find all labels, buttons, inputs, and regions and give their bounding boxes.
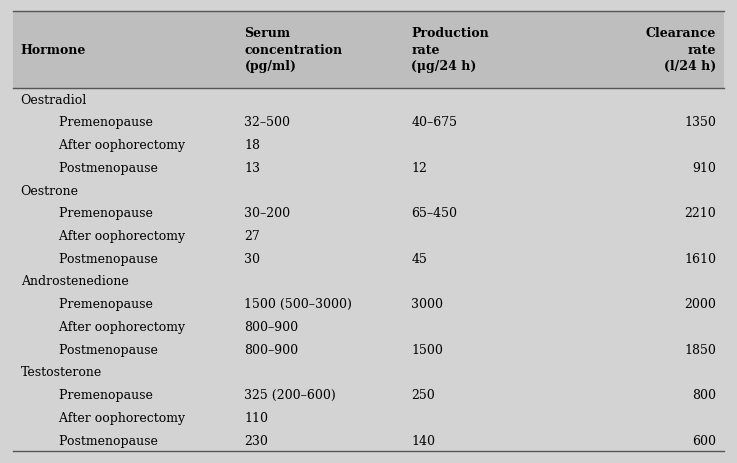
- Text: 600: 600: [692, 433, 716, 447]
- Text: Oestradiol: Oestradiol: [21, 94, 87, 106]
- Text: 140: 140: [411, 433, 436, 447]
- Text: 45: 45: [411, 252, 427, 265]
- Text: 2000: 2000: [685, 298, 716, 311]
- Text: 325 (200–600): 325 (200–600): [245, 388, 336, 401]
- Text: After oophorectomy: After oophorectomy: [43, 411, 185, 424]
- Text: 1500: 1500: [411, 343, 443, 356]
- Text: 18: 18: [245, 139, 260, 152]
- Text: Hormone: Hormone: [21, 44, 86, 56]
- Text: 800–900: 800–900: [245, 320, 298, 333]
- Text: 65–450: 65–450: [411, 207, 458, 220]
- Text: 13: 13: [245, 162, 260, 175]
- Text: Production
rate
(μg/24 h): Production rate (μg/24 h): [411, 27, 489, 73]
- Bar: [13, 88, 724, 451]
- Text: Premenopause: Premenopause: [43, 388, 153, 401]
- Text: 1350: 1350: [685, 116, 716, 129]
- Text: 910: 910: [693, 162, 716, 175]
- Text: Postmenopause: Postmenopause: [43, 162, 158, 175]
- Text: Clearance
rate
(l/24 h): Clearance rate (l/24 h): [646, 27, 716, 73]
- Text: 1500 (500–3000): 1500 (500–3000): [245, 298, 352, 311]
- Text: 40–675: 40–675: [411, 116, 458, 129]
- Text: 32–500: 32–500: [245, 116, 290, 129]
- Text: 110: 110: [245, 411, 268, 424]
- Text: 3000: 3000: [411, 298, 444, 311]
- Text: Premenopause: Premenopause: [43, 298, 153, 311]
- Text: After oophorectomy: After oophorectomy: [43, 139, 185, 152]
- Bar: [13, 12, 724, 88]
- Text: 1850: 1850: [685, 343, 716, 356]
- Text: 27: 27: [245, 230, 260, 243]
- Text: 250: 250: [411, 388, 435, 401]
- Text: 12: 12: [411, 162, 427, 175]
- Text: Testosterone: Testosterone: [21, 366, 102, 379]
- Text: 2210: 2210: [685, 207, 716, 220]
- Text: 30: 30: [245, 252, 260, 265]
- Text: 800–900: 800–900: [245, 343, 298, 356]
- Text: 30–200: 30–200: [245, 207, 290, 220]
- Text: Postmenopause: Postmenopause: [43, 343, 158, 356]
- Text: Premenopause: Premenopause: [43, 207, 153, 220]
- Text: Androstenedione: Androstenedione: [21, 275, 128, 288]
- Text: 800: 800: [692, 388, 716, 401]
- Text: 230: 230: [245, 433, 268, 447]
- Text: After oophorectomy: After oophorectomy: [43, 320, 185, 333]
- Text: Postmenopause: Postmenopause: [43, 252, 158, 265]
- Text: After oophorectomy: After oophorectomy: [43, 230, 185, 243]
- Text: Postmenopause: Postmenopause: [43, 433, 158, 447]
- Text: Oestrone: Oestrone: [21, 184, 79, 197]
- Text: Premenopause: Premenopause: [43, 116, 153, 129]
- Text: Serum
concentration
(pg/ml): Serum concentration (pg/ml): [245, 27, 343, 73]
- Text: 1610: 1610: [685, 252, 716, 265]
